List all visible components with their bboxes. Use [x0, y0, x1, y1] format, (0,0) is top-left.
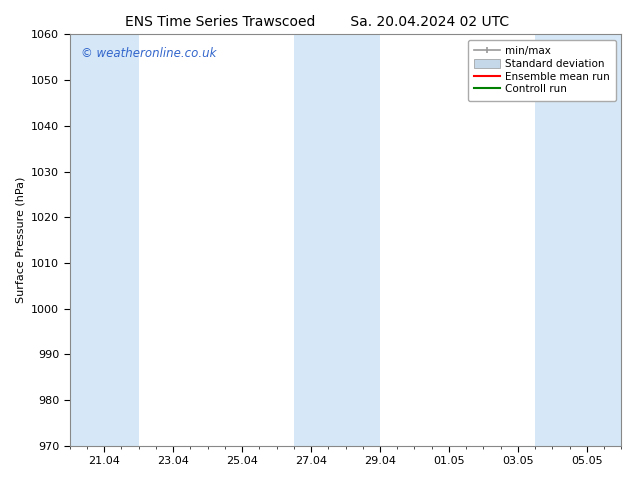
Bar [535, 34, 634, 446]
Text: ENS Time Series Trawscoed        Sa. 20.04.2024 02 UTC: ENS Time Series Trawscoed Sa. 20.04.2024… [125, 15, 509, 29]
Legend: min/max, Standard deviation, Ensemble mean run, Controll run: min/max, Standard deviation, Ensemble me… [468, 40, 616, 101]
Bar [294, 34, 380, 446]
Bar [53, 34, 139, 446]
Text: © weatheronline.co.uk: © weatheronline.co.uk [81, 47, 216, 60]
Y-axis label: Surface Pressure (hPa): Surface Pressure (hPa) [16, 177, 25, 303]
